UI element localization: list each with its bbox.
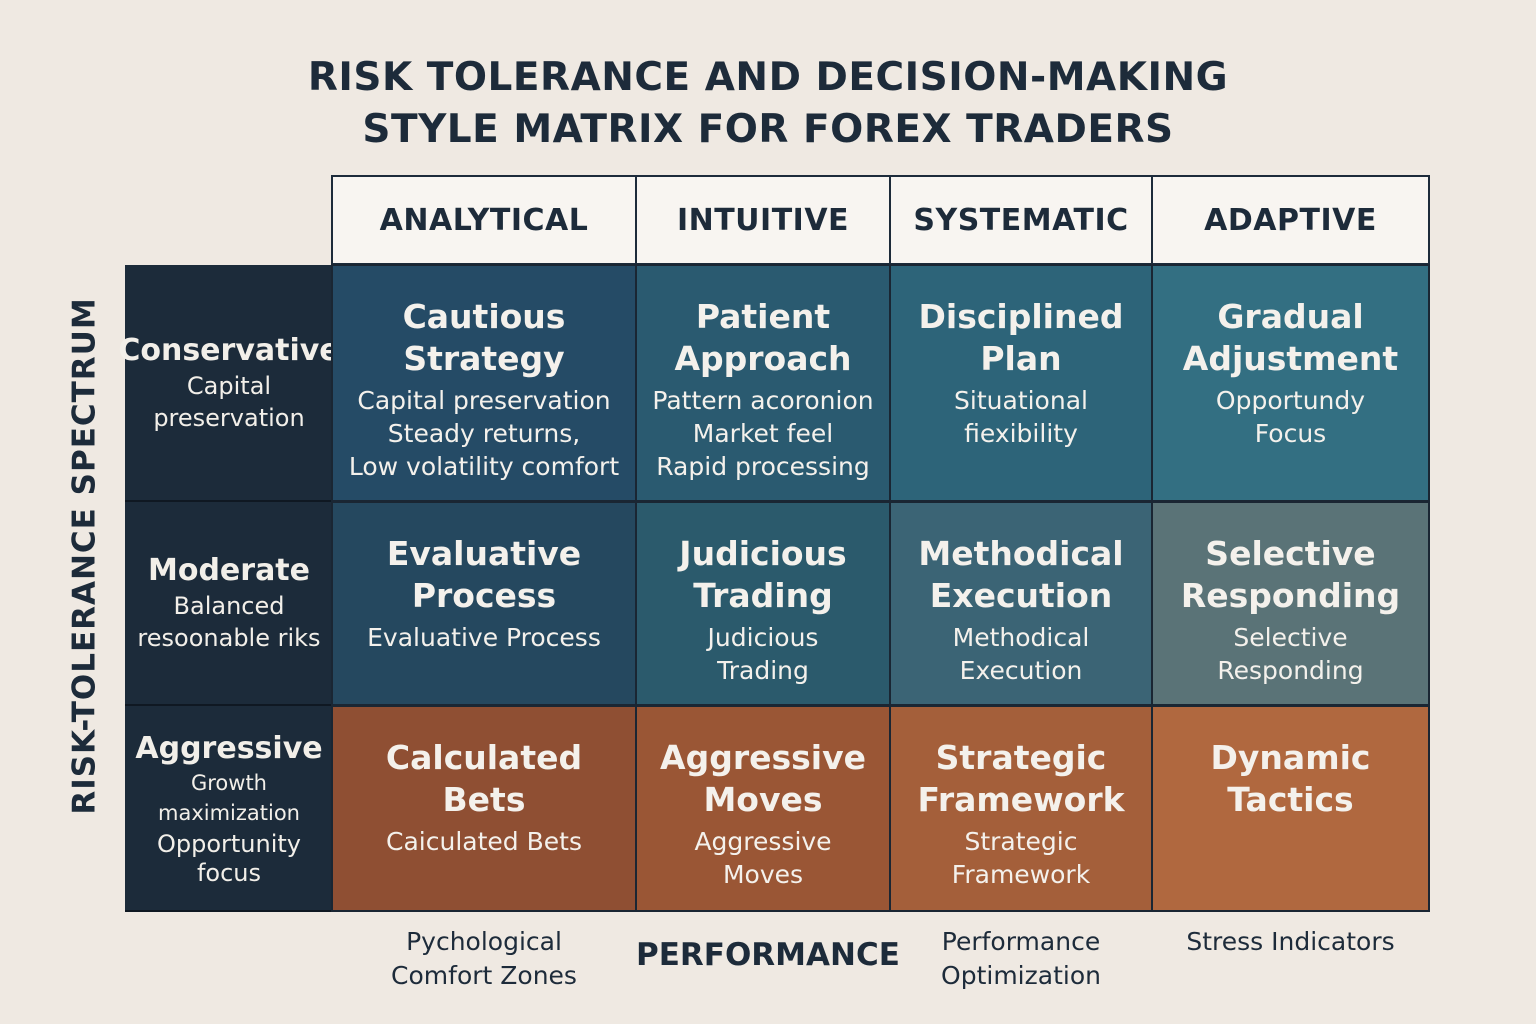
footer-label-optimization: Performance Optimization [890,925,1152,993]
cell-title-line: Responding [1180,576,1401,615]
cell-aggressive-intuitive: Aggressive Moves Aggressive Moves [635,705,891,912]
cell-title-line: Tactics [1227,780,1354,819]
cell-title-line: Plan [980,339,1062,378]
row-header-moderate: Moderate Balanced resoonable riks [125,502,333,706]
cell-moderate-analytical: Evaluative Process Evaluative Process [331,501,637,706]
row-header-aggressive: Aggressive Growth maximization Opportuni… [125,706,333,912]
row-title: Aggressive [135,731,323,766]
row-desc-line: Growth maximization [158,771,300,825]
risk-spectrum-axis: RISK-TOLERANCE SPECTRUM [59,297,111,814]
cell-desc-line: Opportundy [1215,386,1366,415]
cell-title-line: Execution [929,576,1113,615]
footer-line: PERFORMANCE [636,937,900,973]
cell-title-line: Strategy [403,339,565,378]
row-desc-line: Opportunity [156,830,302,858]
cell-desc-line: Responding [1217,656,1364,685]
style-matrix: ANALYTICAL INTUITIVE SYSTEMATIC ADAPTIVE… [118,175,1430,912]
row-desc-line: focus [196,859,262,887]
cell-title-line: Aggressive [660,738,866,777]
row-desc-line: resoonable riks [137,624,321,652]
cell-desc-line: Caiculated Bets [386,827,582,856]
cell-title-line: Moves [703,780,823,819]
cell-conservative-adaptive: Gradual Adjustment Opportundy Focus [1151,264,1430,502]
cell-desc-line: Situational [954,386,1088,415]
cell-title-line: Framework [917,780,1125,819]
footer-line: Optimization [941,961,1101,990]
row-title: Moderate [147,553,310,588]
cell-moderate-systematic: Methodical Execution Methodical Executio… [889,501,1153,706]
cell-moderate-intuitive: Judicious Trading Judicious Trading [635,501,891,706]
chart-title: RISK TOLERANCE AND DECISION-MAKING STYLE… [0,52,1536,156]
cell-conservative-systematic: Disciplined Plan Situational fiexibility [889,264,1153,502]
cell-aggressive-analytical: Calculated Bets Caiculated Bets [331,705,637,912]
cell-title-line: Calculated [385,738,583,777]
cell-desc-line: Methodical [952,623,1090,652]
cell-desc-line: Evaluative Process [367,623,601,652]
cell-title-line: Judicious [679,534,847,573]
row-title: Conservative [118,332,340,368]
cell-desc-line: Moves [722,860,804,889]
cell-title-line: Cautious [402,297,566,336]
cell-title-line: Strategic [935,738,1107,777]
cell-desc-line: Focus [1254,419,1327,448]
cell-desc-line: Market feel [692,419,834,448]
cell-title-line: Selective [1205,534,1376,573]
title-line-2: STYLE MATRIX FOR FOREX TRADERS [362,107,1174,152]
footer-label-performance: PERFORMANCE [636,937,900,973]
matrix-corner [125,175,333,265]
cell-title-line: Patient [695,297,831,336]
footer-line: Pychological [406,927,562,956]
cell-desc-line: Aggressive [694,827,832,856]
footer-line: Performance [941,927,1101,956]
cell-conservative-analytical: Cautious Strategy Capital preservation S… [331,264,637,502]
cell-conservative-intuitive: Patient Approach Pattern acoronion Marke… [635,264,891,502]
cell-desc-line: Capital preservation [357,386,611,415]
cell-title-line: Bets [442,780,526,819]
cell-desc-line: Execution [959,656,1083,685]
cell-desc-line: Selective [1233,623,1348,652]
row-header-conservative: Conservative Capital preservation [118,265,340,502]
title-line-1: RISK TOLERANCE AND DECISION-MAKING [307,55,1229,100]
cell-desc-line: Steady returns, [387,419,581,448]
cell-title-line: Evaluative [386,534,582,573]
footer-label-comfort-zones: Pychological Comfort Zones [334,925,634,993]
cell-desc-line: Trading [717,656,809,685]
cell-desc-line: Framework [951,860,1091,889]
footer-line: Stress Indicators [1186,927,1395,956]
cell-desc-line: Strategic [964,827,1078,856]
column-header-adaptive: ADAPTIVE [1151,175,1430,265]
row-desc-line: Capital [186,371,272,400]
column-header-intuitive: INTUITIVE [635,175,891,265]
footer-line: Comfort Zones [391,961,577,990]
cell-desc-line: Pattern acoronion [652,386,874,415]
cell-title-line: Dynamic [1210,738,1371,777]
cell-title-line: Adjustment [1182,339,1399,378]
row-desc-line: Balanced [173,592,285,620]
column-header-systematic: SYSTEMATIC [889,175,1153,265]
cell-desc-line: fiexibility [964,419,1078,448]
cell-title-line: Gradual [1217,297,1364,336]
cell-aggressive-systematic: Strategic Framework Strategic Framework [889,705,1153,912]
cell-desc-line: Judicious [707,623,819,652]
risk-spectrum-label: RISK-TOLERANCE SPECTRUM [67,297,103,815]
cell-aggressive-adaptive: Dynamic Tactics [1151,705,1430,912]
cell-title-line: Trading [693,576,833,615]
cell-title-line: Disciplined [918,297,1124,336]
column-header-analytical: ANALYTICAL [331,175,637,265]
footer-label-stress-indicators: Stress Indicators [1152,925,1429,959]
cell-desc-line: Rapid processing [656,452,870,481]
cell-moderate-adaptive: Selective Responding Selective Respondin… [1151,501,1430,706]
cell-title-line: Process [411,576,557,615]
cell-title-line: Methodical [918,534,1124,573]
cell-desc-line: Low volatility comfort [348,452,620,481]
row-desc-line: preservation [153,403,305,432]
cell-title-line: Approach [674,339,852,378]
